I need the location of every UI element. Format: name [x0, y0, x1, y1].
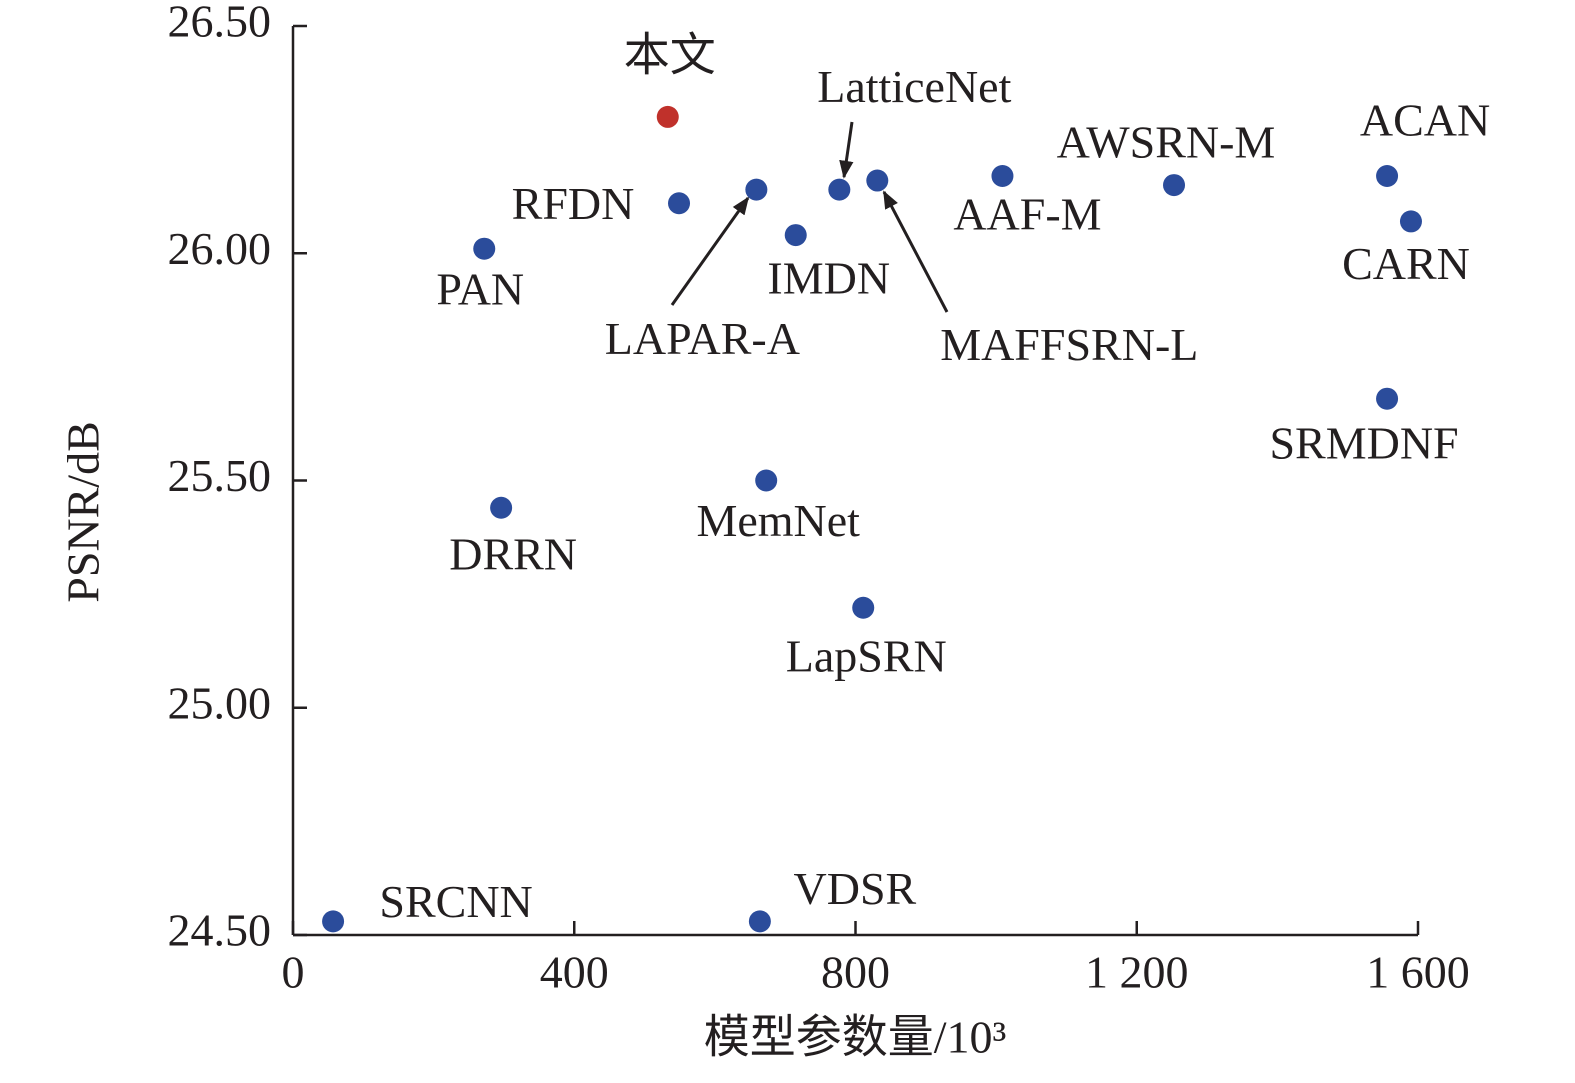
point: [1399, 210, 1422, 233]
y-tick-label: 26.50: [168, 0, 272, 47]
point: [473, 237, 496, 260]
point-label: VDSR: [794, 863, 917, 914]
point-label: MAFFSRN-L: [940, 319, 1198, 370]
point-label: IMDN: [767, 253, 890, 304]
point: [656, 105, 679, 128]
point-label: MemNet: [696, 495, 860, 546]
annotation-arrow: [839, 121, 854, 179]
x-tick-label: 0: [282, 947, 305, 998]
point-label: AWSRN-M: [1057, 117, 1276, 168]
point-label: LatticeNet: [817, 61, 1011, 112]
x-tick-label: 1 200: [1085, 947, 1189, 998]
point: [1376, 387, 1399, 410]
point-label: AAF-M: [953, 189, 1101, 240]
point: [1163, 174, 1186, 197]
point-label: ACAN: [1360, 95, 1490, 146]
point-label: PAN: [436, 263, 524, 314]
point: [866, 169, 889, 192]
x-tick-label: 400: [540, 947, 609, 998]
x-tick-label: 800: [821, 947, 890, 998]
point: [322, 910, 345, 933]
point: [991, 164, 1014, 187]
point: [828, 178, 851, 201]
point: [784, 224, 807, 247]
y-tick-label: 25.50: [168, 450, 272, 501]
x-tick-label: 1 600: [1366, 947, 1470, 998]
point-label: SRMDNF: [1269, 417, 1458, 468]
point: [668, 192, 691, 215]
point: [745, 178, 768, 201]
y-axis-title: PSNR/dB: [58, 421, 109, 603]
y-tick-label: 25.00: [168, 677, 272, 728]
point: [755, 469, 778, 492]
point-label: RFDN: [512, 178, 635, 229]
point: [1376, 164, 1399, 187]
annotation-arrow: [670, 196, 750, 306]
point-label: LAPAR-A: [605, 313, 800, 364]
point: [490, 496, 513, 519]
point: [852, 596, 875, 619]
annotation-arrow: [882, 190, 949, 313]
point-label: LapSRN: [786, 630, 947, 681]
y-tick-label: 24.50: [168, 905, 272, 956]
point: [748, 910, 771, 933]
y-tick-label: 26.00: [168, 223, 272, 274]
point-label: DRRN: [449, 528, 577, 579]
point-label: 本文: [624, 29, 716, 80]
point-label: CARN: [1342, 238, 1470, 289]
point-label: SRCNN: [379, 876, 532, 927]
x-axis-title: 模型参数量/10³: [704, 1012, 1007, 1063]
